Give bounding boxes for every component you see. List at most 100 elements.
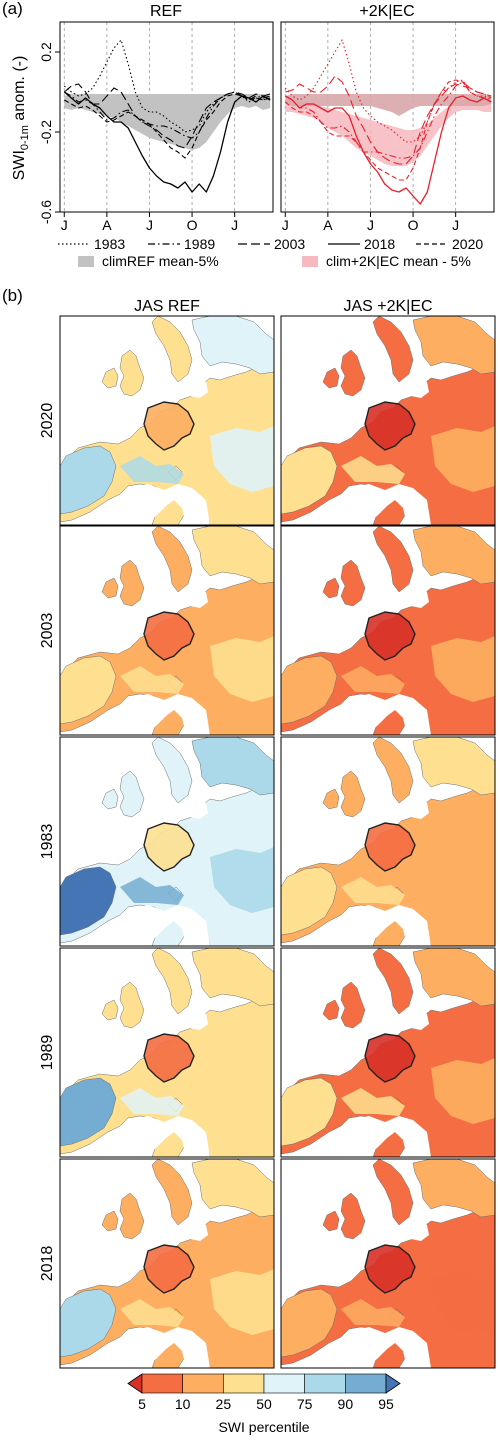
map-east-region — [431, 426, 495, 492]
chart-ref-gridlines — [63, 22, 236, 212]
map-south-region — [341, 877, 405, 905]
map-sea-0 — [341, 1327, 431, 1368]
x-tick-label-ref-1: A — [102, 217, 112, 233]
colorbar: 5 10 25 50 75 90 95 SWI percentile — [127, 1373, 401, 1435]
map-land-2 — [151, 736, 193, 804]
map-sea-1 — [178, 1008, 208, 1030]
map-frame — [59, 525, 275, 736]
map-south-region — [120, 666, 184, 694]
map-region-outline — [364, 1033, 416, 1083]
series-ref-2018 — [63, 91, 271, 193]
map-land-1 — [59, 1288, 117, 1358]
chart-ref-y-axis: 0.2 -0.2 -0.6 — [38, 42, 60, 224]
colorbar-segment-4 — [304, 1373, 346, 1394]
map-land-2 — [372, 315, 414, 383]
map-land-4 — [119, 770, 145, 818]
map-land-5 — [101, 577, 119, 599]
map-2003-ref — [59, 525, 275, 736]
map-2018-ref — [59, 1158, 275, 1369]
map-sea-1 — [178, 586, 208, 608]
map-land-5 — [322, 999, 340, 1021]
map-east-region — [210, 847, 274, 913]
legend-swatch-1 — [302, 256, 318, 267]
map-2018-ec — [280, 1158, 496, 1369]
x-tick-label-ec-4: J — [452, 217, 459, 233]
map-land-4 — [119, 981, 145, 1029]
band-ec-ref-overlap — [285, 94, 492, 116]
map-sea-0 — [341, 484, 431, 525]
map-land-2 — [151, 947, 193, 1015]
map-east-region — [210, 1058, 274, 1124]
map-land-5 — [322, 577, 340, 599]
map-land-3 — [412, 736, 496, 796]
colorbar-label: SWI percentile — [218, 1419, 309, 1435]
map-frame — [280, 1158, 496, 1369]
map-south-region — [120, 1299, 184, 1327]
map-frame — [280, 947, 496, 1158]
map-land-4 — [340, 559, 366, 607]
map-land-5 — [322, 788, 340, 810]
map-row-label-2020: 2020 — [39, 403, 56, 439]
map-frame — [280, 315, 496, 526]
x-tick-label-ref-3: O — [187, 217, 198, 233]
map-land-2 — [151, 525, 193, 593]
x-tick-label-ref-4: J — [231, 217, 238, 233]
chart-panel-ref: REF 0.2 -0.2 -0.6 J A J O J — [38, 3, 274, 233]
chart-ref-plot — [63, 22, 271, 212]
legend-label-2018: 2018 — [364, 236, 395, 252]
map-region-outline — [364, 1244, 416, 1294]
map-2003-ec — [280, 525, 496, 736]
map-land-4 — [340, 770, 366, 818]
map-south-region — [341, 1299, 405, 1327]
map-sea-0 — [120, 484, 210, 525]
chart-ec-series — [284, 39, 492, 205]
legend: 1983 1989 2003 2018 2020 climREF mean-5% clim+… — [58, 236, 483, 269]
map-grid: JAS REF JAS +2K|EC 2020 2003 1983 1989 2018 — [39, 298, 496, 1369]
map-land-1 — [59, 866, 117, 936]
map-land-1 — [280, 1077, 338, 1147]
map-south-region — [120, 456, 184, 484]
map-sea-0 — [120, 905, 210, 946]
map-1983-ec — [280, 736, 496, 947]
chart-title-ec: +2K|EC — [359, 3, 414, 20]
series-ref-2020 — [64, 93, 271, 159]
map-region-outline — [143, 401, 195, 451]
x-tick-label-ec-3: O — [408, 217, 419, 233]
map-land-3 — [191, 525, 275, 585]
map-land-3 — [412, 947, 496, 1007]
map-sea-1 — [399, 376, 429, 398]
map-land-1 — [280, 1288, 338, 1358]
map-row-label-1989: 1989 — [39, 1035, 56, 1071]
legend-label-2020: 2020 — [452, 236, 483, 252]
map-land-2 — [372, 525, 414, 593]
panel-label-a: (a) — [2, 0, 23, 18]
colorbar-tick-10: 10 — [175, 1396, 191, 1412]
map-land-2 — [372, 947, 414, 1015]
map-frame — [280, 736, 496, 947]
map-sea-1 — [399, 1008, 429, 1030]
y-axis-label-sub: 0-1m — [19, 125, 31, 150]
map-east-region — [431, 636, 495, 702]
map-1983-ref — [59, 736, 275, 947]
map-2020-ref — [59, 315, 275, 526]
map-sea-0 — [341, 694, 431, 735]
map-land-3 — [191, 315, 275, 375]
map-land-2 — [151, 1158, 193, 1226]
map-east-region — [431, 1269, 495, 1335]
map-2020-ec — [280, 315, 496, 526]
colorbar-tick-50: 50 — [256, 1396, 272, 1412]
colorbar-tick-90: 90 — [338, 1396, 354, 1412]
map-row-label-1983: 1983 — [39, 824, 56, 860]
map-land-2 — [372, 736, 414, 804]
map-region-outline — [364, 401, 416, 451]
map-region-outline — [143, 1244, 195, 1294]
chart-ec-plot — [284, 22, 492, 212]
map-land-4 — [119, 559, 145, 607]
map-land-1 — [280, 445, 338, 515]
y-tick-label-0: 0.2 — [38, 42, 54, 62]
series-ec-2020 — [284, 79, 492, 181]
band-ec-clim — [285, 100, 492, 166]
x-tick-label-ref-0: J — [61, 217, 68, 233]
map-land-4 — [340, 981, 366, 1029]
